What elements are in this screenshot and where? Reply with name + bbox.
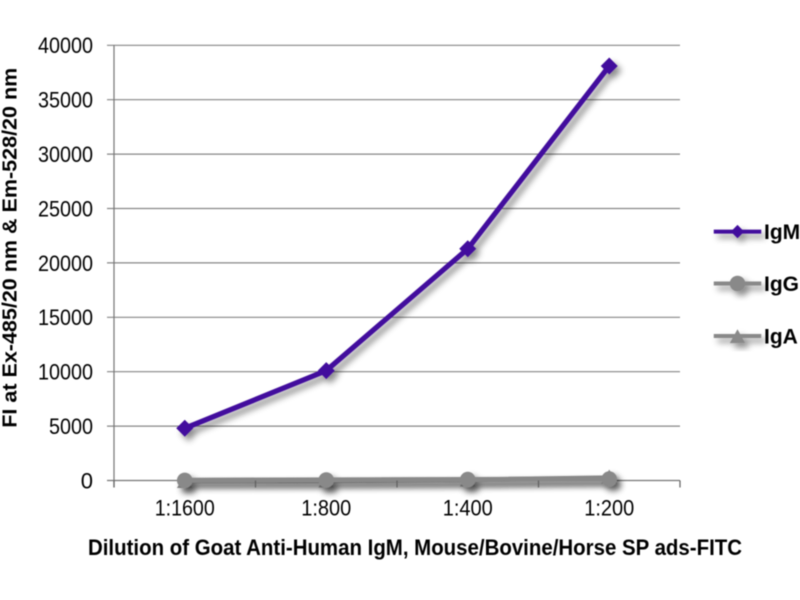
svg-text:5000: 5000	[49, 414, 93, 439]
svg-text:FI at Ex-485/20 nm & Em-528/20: FI at Ex-485/20 nm & Em-528/20 nm	[0, 68, 22, 428]
svg-text:30000: 30000	[38, 142, 93, 167]
svg-text:1:400: 1:400	[443, 496, 493, 521]
svg-text:0: 0	[81, 468, 93, 493]
svg-text:35000: 35000	[38, 88, 93, 113]
svg-text:1:800: 1:800	[301, 496, 351, 521]
svg-text:10000: 10000	[38, 360, 93, 385]
svg-text:15000: 15000	[38, 305, 93, 330]
svg-text:20000: 20000	[38, 251, 93, 276]
svg-text:Dilution of Goat Anti-Human Ig: Dilution of Goat Anti-Human IgM, Mouse/B…	[88, 535, 742, 560]
svg-text:IgA: IgA	[764, 326, 798, 349]
svg-text:IgG: IgG	[764, 273, 799, 296]
svg-text:IgM: IgM	[764, 221, 800, 244]
svg-text:25000: 25000	[38, 196, 93, 221]
svg-text:1:200: 1:200	[584, 496, 634, 521]
svg-text:1:1600: 1:1600	[155, 496, 215, 521]
svg-text:40000: 40000	[38, 33, 93, 58]
